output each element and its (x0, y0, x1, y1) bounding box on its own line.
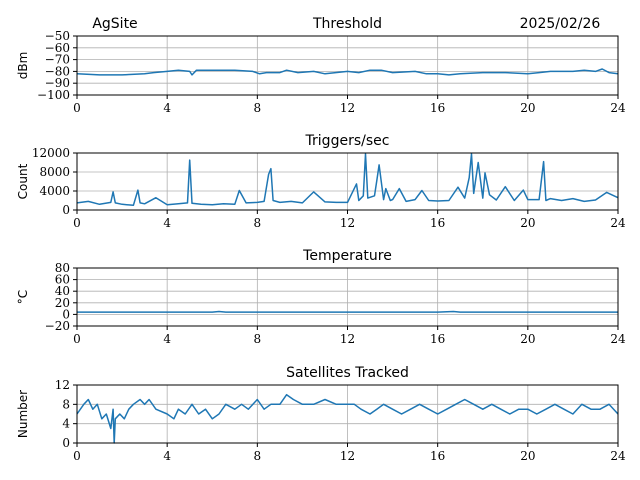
triggers-xtick-label: 4 (163, 216, 171, 230)
triggers-panel: 0 4 8 12 16 20 24 0 4000 8000 12000 Triggers/sec Cou… (16, 133, 626, 230)
triggers-ylabel: Count (16, 163, 30, 199)
threshold-ytick-label: −90 (45, 76, 70, 90)
satellites-series-line (76, 393, 619, 444)
temperature-xtick-label: 0 (73, 332, 81, 346)
temperature-xtick-label: 16 (430, 332, 445, 346)
threshold-xtick-label: 24 (610, 101, 626, 115)
temperature-ytick-label: 20 (55, 296, 70, 310)
temperature-xtick-label: 8 (254, 332, 262, 346)
threshold-xtick-label: 12 (340, 101, 355, 115)
threshold-ytick-label: −60 (45, 41, 70, 55)
triggers-ytick-label: 4000 (39, 184, 70, 198)
triggers-xtick-label: 12 (340, 216, 355, 230)
satellites-title: Satellites Tracked (286, 365, 409, 381)
temperature-xtick-label: 4 (163, 332, 171, 346)
satellites-panel: 0 4 8 12 16 20 24 0 4 8 12 Satellites Tracked Number (16, 365, 626, 463)
triggers-ytick-label: 0 (62, 203, 70, 217)
temperature-ytick-label: 80 (55, 261, 70, 275)
threshold-xtick-label: 16 (430, 101, 445, 115)
threshold-ytick-label: −70 (45, 53, 70, 67)
satellites-xtick-label: 4 (163, 449, 171, 463)
triggers-series-line (76, 153, 619, 207)
triggers-xtick-label: 0 (73, 216, 81, 230)
threshold-ytick-label: −50 (45, 29, 70, 43)
threshold-ytick-label: −100 (37, 88, 70, 102)
threshold-ytick-label: −80 (45, 64, 70, 78)
triggers-xtick-label: 24 (610, 216, 626, 230)
temperature-title: Temperature (302, 248, 392, 264)
date-label: 2025/02/26 (520, 16, 601, 32)
satellites-ytick-label: 4 (62, 417, 70, 431)
triggers-xtick-label: 20 (520, 216, 535, 230)
temperature-ytick-label: 40 (55, 284, 70, 298)
triggers-xtick-label: 16 (430, 216, 445, 230)
threshold-xtick-label: 0 (73, 101, 81, 115)
satellites-ytick-label: 8 (62, 397, 70, 411)
triggers-xtick-label: 8 (254, 216, 262, 230)
triggers-title: Triggers/sec (305, 133, 390, 149)
temperature-ylabel: °C (16, 290, 30, 304)
triggers-ytick-label: 12000 (32, 146, 70, 160)
temperature-series-line (77, 310, 618, 313)
satellites-xtick-label: 12 (340, 449, 355, 463)
temperature-xtick-label: 12 (340, 332, 355, 346)
satellites-xtick-label: 20 (520, 449, 535, 463)
satellites-ytick-label: 0 (62, 436, 70, 450)
temperature-ytick-label: −20 (45, 319, 70, 333)
satellites-xtick-label: 0 (73, 449, 81, 463)
threshold-panel: 0 4 8 12 16 20 24 −50−60−70−80−90−100 Threshold d… (16, 16, 626, 115)
satellites-xtick-label: 16 (430, 449, 445, 463)
threshold-series-line (76, 68, 619, 76)
panels: 0 4 8 12 16 20 24 −50−60−70−80−90−100 Threshold d… (16, 16, 626, 463)
threshold-title: Threshold (312, 16, 382, 32)
satellites-xtick-label: 24 (610, 449, 626, 463)
temperature-ytick-label: 0 (62, 307, 70, 321)
triggers-ytick-label: 8000 (39, 165, 70, 179)
threshold-xtick-label: 8 (254, 101, 262, 115)
satellites-ytick-label: 12 (55, 378, 70, 392)
threshold-ylabel: dBm (16, 52, 30, 80)
satellites-xtick-label: 8 (254, 449, 262, 463)
temperature-xtick-label: 24 (610, 332, 626, 346)
site-label: AgSite (92, 16, 137, 32)
satellites-ylabel: Number (16, 390, 30, 438)
threshold-xtick-label: 20 (520, 101, 535, 115)
threshold-xtick-label: 4 (163, 101, 171, 115)
temperature-ytick-label: 60 (55, 273, 70, 287)
temperature-xtick-label: 20 (520, 332, 535, 346)
